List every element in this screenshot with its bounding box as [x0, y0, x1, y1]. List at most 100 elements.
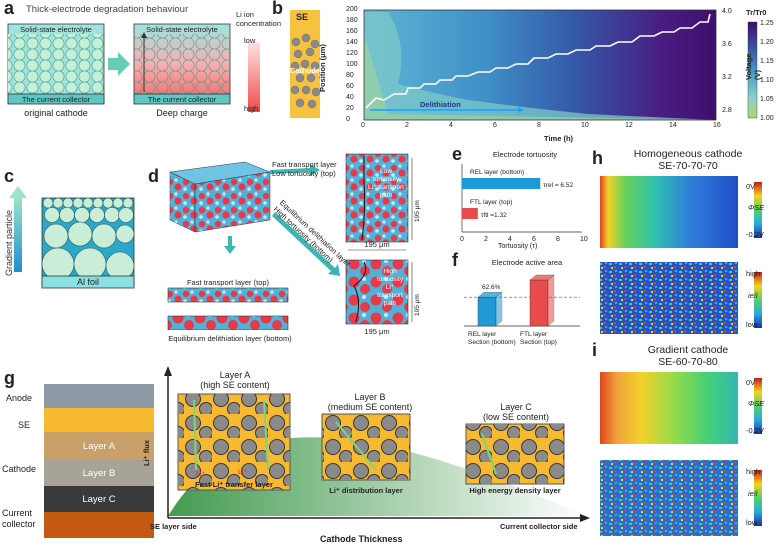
f-value-label: 62.6% — [482, 284, 501, 291]
panel-label-c: c — [4, 166, 15, 186]
stack-side-cathode: Cathode — [2, 464, 37, 474]
e-title: Electrode tortuosity — [492, 150, 558, 159]
b-vtick: 3.6 — [722, 41, 732, 48]
dim-v-top: 195 μm — [414, 200, 421, 222]
h-cb2-bot: low — [746, 320, 758, 329]
e-xtick: 8 — [556, 236, 560, 243]
low-tr-region — [364, 12, 716, 120]
e-xtick: 10 — [580, 236, 588, 243]
b-xtick: 6 — [493, 122, 497, 129]
inset-low-2: tortuosity — [372, 176, 400, 183]
f-category-label: REL layer — [468, 331, 497, 338]
stack-layer — [44, 512, 154, 538]
low-tortuosity-inset — [345, 153, 409, 243]
g-left-end: SE layer side — [150, 522, 197, 531]
inset-high-text: High tortuosity Li⁺ transport path — [370, 268, 410, 308]
arrow-to-top-slice-icon — [270, 164, 320, 176]
colorbar-title: Tr/Tr0 — [746, 8, 767, 17]
f-category-label: Section (bottom) — [468, 339, 516, 346]
caption-deep-charge: Deep charge — [156, 108, 208, 118]
i-cb2-sym: ie/i — [748, 489, 758, 498]
caption-original-cathode: original cathode — [24, 108, 88, 118]
g-yaxis: Li⁺ flux — [142, 439, 151, 466]
layer-a-title-1: Layer A — [219, 370, 251, 380]
voltage-curve — [365, 13, 711, 109]
b-ytick: 160 — [346, 28, 358, 35]
gradient-particle-diagram — [9, 186, 135, 289]
inset-low-4: path — [379, 192, 393, 199]
y-arrow-icon — [164, 366, 172, 376]
inset-low-3: Li⁺ transport — [368, 184, 404, 191]
legend-low: low — [244, 36, 256, 45]
ftl-top-line1: Fast transport layer — [272, 160, 337, 169]
panel-a-title: Thick-electrode degradation behaviour — [26, 4, 189, 15]
b-ytick: 40 — [346, 94, 354, 101]
b-vtick: 2.8 — [722, 107, 732, 114]
layer-a-title-2: (high SE content) — [200, 380, 270, 390]
b-ylabel: Position (μm) — [318, 44, 327, 92]
x-arrow-icon — [580, 514, 590, 522]
i-cb1-bot: -0.2V — [746, 426, 764, 435]
panel-label-i: i — [592, 340, 598, 360]
h-cb2-sym: ie/i — [748, 291, 758, 300]
electrolyte-label-left: Solid-state electrolyte — [20, 25, 92, 34]
h-title: Homogeneous cathode SE-70-70-70 — [596, 148, 780, 172]
b-xtick: 4 — [449, 122, 453, 129]
ftl-top-line2: Low tortuosity (top) — [272, 169, 336, 178]
panel-label-a: a — [4, 0, 15, 18]
inset-high-4: transport — [377, 292, 403, 299]
panel-a-diagram — [7, 23, 260, 112]
i-cb2-bot: low — [746, 518, 758, 527]
f-bar — [529, 279, 549, 327]
h-title-1: Homogeneous cathode — [633, 148, 743, 160]
layer-b-title-2: (medium SE content) — [327, 402, 413, 412]
h-cb2-top: high — [746, 269, 761, 278]
stack-layer — [44, 408, 154, 432]
h-cb1-bot: -0.2V — [746, 230, 764, 239]
f-bar-side — [547, 274, 555, 327]
b-ytick: 80 — [346, 72, 354, 79]
b-xtick: 12 — [625, 122, 633, 129]
h-cb1-sym: ΦSE — [748, 203, 765, 212]
b-cbtick: 1.15 — [760, 58, 774, 65]
i-simulation-maps — [600, 372, 762, 536]
gradient-arrow-icon — [9, 186, 27, 198]
panel-label-g: g — [4, 368, 15, 388]
i-cb1-sym: ΦSE — [748, 399, 765, 408]
se-cathode-schematic — [290, 10, 321, 118]
arrow-down-icon — [224, 236, 236, 254]
stack-layer: Layer A — [44, 432, 154, 460]
f-bar — [477, 297, 497, 327]
b-xtick: 8 — [537, 122, 541, 129]
stack-side-se: SE — [18, 420, 31, 430]
g-right-end: Current collector side — [500, 522, 578, 531]
f-title: Electrode active area — [491, 258, 563, 267]
i-title: Gradient cathode SE-60-70-80 — [596, 344, 780, 368]
tomography-diagram — [167, 153, 413, 330]
f-category-label: Section (top) — [520, 339, 557, 346]
layer-c-title: Layer C (low SE content) — [466, 402, 566, 422]
li-concentration-legend-title: Li ion concentration — [236, 10, 282, 28]
delithiation-label: Delithiation — [420, 100, 461, 109]
b-cbtick: 1.20 — [760, 39, 774, 46]
arrow-to-bottom-slice-icon — [272, 212, 340, 276]
i-title-1: Gradient cathode — [647, 344, 729, 356]
b-cbtick: 1.05 — [760, 96, 774, 103]
gradient-particle-label: Gradient particle — [4, 209, 14, 276]
stack-side-cc: Current collector — [2, 508, 36, 530]
b-xtick: 0 — [361, 122, 365, 129]
collector-label-left: The current collector — [21, 95, 91, 104]
flux-diagram: Li⁺ Li⁺ — [164, 366, 590, 522]
ftl-top-label: Fast transport layer Low tortuosity (top… — [272, 160, 337, 178]
b-ytick: 120 — [346, 50, 358, 57]
dim-h-top: 195 μm — [364, 240, 390, 249]
b-ytick: 20 — [346, 105, 354, 112]
i-title-2: SE-60-70-80 — [658, 356, 718, 368]
b-ytick: 180 — [346, 17, 358, 24]
b-ytick: 0 — [346, 116, 350, 123]
stack-layer: Layer B — [44, 460, 154, 486]
e-value-label: τrel = 6.52 — [543, 182, 573, 189]
collector-label-right: The current collector — [147, 95, 217, 104]
panel-label-f: f — [452, 250, 458, 270]
